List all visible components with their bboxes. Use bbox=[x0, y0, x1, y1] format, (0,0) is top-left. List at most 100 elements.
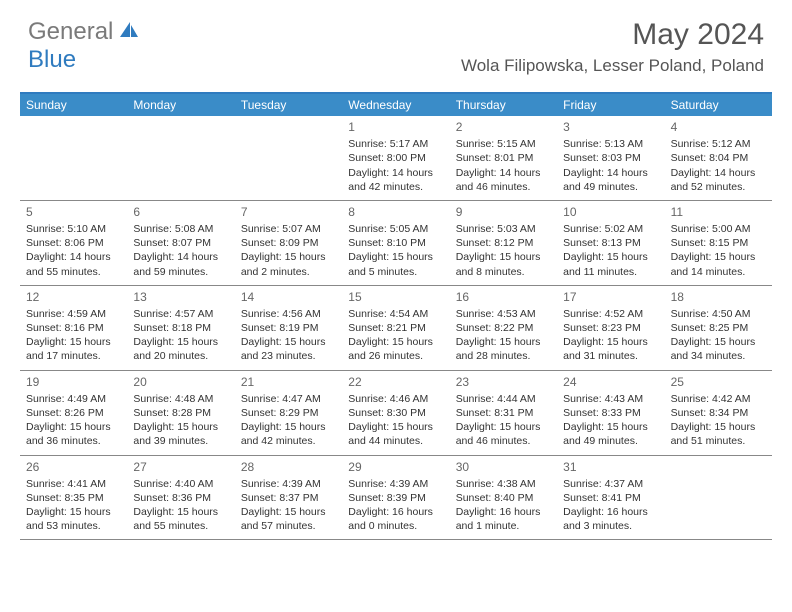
day-detail-line: Daylight: 15 hours bbox=[671, 335, 766, 349]
day-detail-line: Daylight: 15 hours bbox=[241, 505, 336, 519]
day-detail-line: Daylight: 14 hours bbox=[348, 166, 443, 180]
day-detail-line: Sunset: 8:18 PM bbox=[133, 321, 228, 335]
day-cell: 22Sunrise: 4:46 AMSunset: 8:30 PMDayligh… bbox=[342, 371, 449, 455]
day-number: 11 bbox=[671, 204, 766, 220]
day-cell: 8Sunrise: 5:05 AMSunset: 8:10 PMDaylight… bbox=[342, 201, 449, 285]
day-detail-line: and 26 minutes. bbox=[348, 349, 443, 363]
day-detail-line: Sunset: 8:21 PM bbox=[348, 321, 443, 335]
day-number: 13 bbox=[133, 289, 228, 305]
day-detail-line: Sunrise: 4:53 AM bbox=[456, 307, 551, 321]
day-detail-line: Sunset: 8:28 PM bbox=[133, 406, 228, 420]
day-detail-line: Sunrise: 4:48 AM bbox=[133, 392, 228, 406]
week-row: 1Sunrise: 5:17 AMSunset: 8:00 PMDaylight… bbox=[20, 116, 772, 201]
day-detail-line: and 11 minutes. bbox=[563, 265, 658, 279]
location-text: Wola Filipowska, Lesser Poland, Poland bbox=[461, 56, 764, 76]
day-cell: 26Sunrise: 4:41 AMSunset: 8:35 PMDayligh… bbox=[20, 456, 127, 540]
day-detail-line: Daylight: 15 hours bbox=[456, 250, 551, 264]
day-number: 17 bbox=[563, 289, 658, 305]
logo: General bbox=[28, 18, 142, 46]
day-cell: 28Sunrise: 4:39 AMSunset: 8:37 PMDayligh… bbox=[235, 456, 342, 540]
day-detail-line: Sunset: 8:37 PM bbox=[241, 491, 336, 505]
weeks-container: 1Sunrise: 5:17 AMSunset: 8:00 PMDaylight… bbox=[20, 116, 772, 540]
day-detail-line: and 49 minutes. bbox=[563, 180, 658, 194]
day-cell: 7Sunrise: 5:07 AMSunset: 8:09 PMDaylight… bbox=[235, 201, 342, 285]
day-detail-line: and 59 minutes. bbox=[133, 265, 228, 279]
day-detail-line: and 52 minutes. bbox=[671, 180, 766, 194]
day-cell: 19Sunrise: 4:49 AMSunset: 8:26 PMDayligh… bbox=[20, 371, 127, 455]
day-number: 20 bbox=[133, 374, 228, 390]
day-detail-line: Sunset: 8:12 PM bbox=[456, 236, 551, 250]
day-number: 2 bbox=[456, 119, 551, 135]
day-detail-line: Sunrise: 5:00 AM bbox=[671, 222, 766, 236]
day-detail-line: Sunrise: 4:57 AM bbox=[133, 307, 228, 321]
logo-text-general: General bbox=[28, 18, 113, 46]
day-detail-line: Sunrise: 4:46 AM bbox=[348, 392, 443, 406]
day-detail-line: and 51 minutes. bbox=[671, 434, 766, 448]
day-detail-line: Sunset: 8:26 PM bbox=[26, 406, 121, 420]
day-cell: 16Sunrise: 4:53 AMSunset: 8:22 PMDayligh… bbox=[450, 286, 557, 370]
day-detail-line: Sunset: 8:35 PM bbox=[26, 491, 121, 505]
day-detail-line: and 0 minutes. bbox=[348, 519, 443, 533]
day-detail-line: Sunrise: 4:39 AM bbox=[348, 477, 443, 491]
logo-text-blue: Blue bbox=[28, 46, 76, 73]
day-detail-line: and 57 minutes. bbox=[241, 519, 336, 533]
day-detail-line: and 42 minutes. bbox=[241, 434, 336, 448]
day-detail-line: and 53 minutes. bbox=[26, 519, 121, 533]
day-number: 16 bbox=[456, 289, 551, 305]
day-detail-line: Daylight: 14 hours bbox=[456, 166, 551, 180]
day-number: 30 bbox=[456, 459, 551, 475]
day-detail-line: Sunset: 8:36 PM bbox=[133, 491, 228, 505]
day-detail-line: Daylight: 15 hours bbox=[26, 505, 121, 519]
day-cell: 10Sunrise: 5:02 AMSunset: 8:13 PMDayligh… bbox=[557, 201, 664, 285]
day-detail-line: Daylight: 15 hours bbox=[133, 335, 228, 349]
weekday-header: Friday bbox=[557, 94, 664, 116]
day-detail-line: and 46 minutes. bbox=[456, 434, 551, 448]
day-detail-line: Sunset: 8:09 PM bbox=[241, 236, 336, 250]
day-cell bbox=[127, 116, 234, 200]
week-row: 12Sunrise: 4:59 AMSunset: 8:16 PMDayligh… bbox=[20, 286, 772, 371]
day-number: 1 bbox=[348, 119, 443, 135]
day-detail-line: and 2 minutes. bbox=[241, 265, 336, 279]
day-number: 29 bbox=[348, 459, 443, 475]
day-detail-line: Sunset: 8:13 PM bbox=[563, 236, 658, 250]
day-detail-line: Daylight: 16 hours bbox=[456, 505, 551, 519]
day-cell: 12Sunrise: 4:59 AMSunset: 8:16 PMDayligh… bbox=[20, 286, 127, 370]
day-number: 23 bbox=[456, 374, 551, 390]
day-detail-line: Sunrise: 4:50 AM bbox=[671, 307, 766, 321]
day-number: 15 bbox=[348, 289, 443, 305]
day-cell: 4Sunrise: 5:12 AMSunset: 8:04 PMDaylight… bbox=[665, 116, 772, 200]
day-detail-line: Sunrise: 4:38 AM bbox=[456, 477, 551, 491]
day-detail-line: and 49 minutes. bbox=[563, 434, 658, 448]
day-cell: 21Sunrise: 4:47 AMSunset: 8:29 PMDayligh… bbox=[235, 371, 342, 455]
day-detail-line: Sunset: 8:33 PM bbox=[563, 406, 658, 420]
day-number: 8 bbox=[348, 204, 443, 220]
day-number: 9 bbox=[456, 204, 551, 220]
day-number: 12 bbox=[26, 289, 121, 305]
day-detail-line: Sunset: 8:19 PM bbox=[241, 321, 336, 335]
day-detail-line: and 55 minutes. bbox=[26, 265, 121, 279]
day-detail-line: Daylight: 15 hours bbox=[348, 250, 443, 264]
day-detail-line: Sunset: 8:15 PM bbox=[671, 236, 766, 250]
calendar: Sunday Monday Tuesday Wednesday Thursday… bbox=[20, 92, 772, 540]
day-detail-line: Sunset: 8:25 PM bbox=[671, 321, 766, 335]
day-detail-line: Sunrise: 5:05 AM bbox=[348, 222, 443, 236]
day-detail-line: and 17 minutes. bbox=[26, 349, 121, 363]
day-detail-line: Daylight: 15 hours bbox=[671, 420, 766, 434]
day-detail-line: Sunrise: 5:12 AM bbox=[671, 137, 766, 151]
day-detail-line: Daylight: 14 hours bbox=[563, 166, 658, 180]
day-detail-line: Sunset: 8:41 PM bbox=[563, 491, 658, 505]
week-row: 5Sunrise: 5:10 AMSunset: 8:06 PMDaylight… bbox=[20, 201, 772, 286]
day-detail-line: Sunset: 8:30 PM bbox=[348, 406, 443, 420]
week-row: 19Sunrise: 4:49 AMSunset: 8:26 PMDayligh… bbox=[20, 371, 772, 456]
day-detail-line: Sunrise: 4:40 AM bbox=[133, 477, 228, 491]
title-block: May 2024 Wola Filipowska, Lesser Poland,… bbox=[461, 18, 764, 76]
day-detail-line: Sunset: 8:39 PM bbox=[348, 491, 443, 505]
day-cell: 31Sunrise: 4:37 AMSunset: 8:41 PMDayligh… bbox=[557, 456, 664, 540]
day-cell: 20Sunrise: 4:48 AMSunset: 8:28 PMDayligh… bbox=[127, 371, 234, 455]
day-detail-line: and 39 minutes. bbox=[133, 434, 228, 448]
day-detail-line: Daylight: 15 hours bbox=[26, 420, 121, 434]
day-number: 27 bbox=[133, 459, 228, 475]
day-cell: 6Sunrise: 5:08 AMSunset: 8:07 PMDaylight… bbox=[127, 201, 234, 285]
week-row: 26Sunrise: 4:41 AMSunset: 8:35 PMDayligh… bbox=[20, 456, 772, 541]
day-cell: 5Sunrise: 5:10 AMSunset: 8:06 PMDaylight… bbox=[20, 201, 127, 285]
